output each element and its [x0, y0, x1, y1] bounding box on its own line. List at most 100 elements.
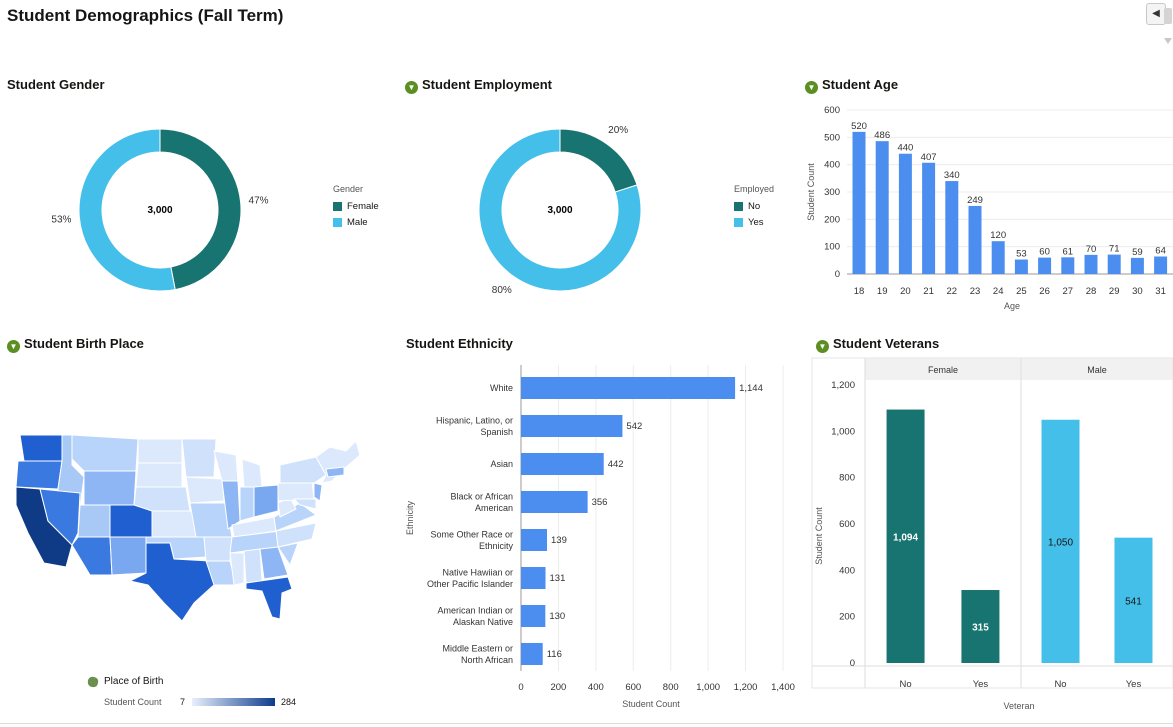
age-bar-28[interactable] — [1084, 254, 1098, 274]
ethnicity-bar-some-other-race-or-ethnicity[interactable] — [521, 529, 548, 551]
age-y-tick: 300 — [824, 187, 840, 198]
age-bar-18[interactable] — [852, 131, 866, 274]
map-region-montana[interactable] — [71, 434, 139, 472]
birthplace-map[interactable] — [10, 425, 370, 625]
ethnicity-bar-american-indian-or-alaskan-native[interactable] — [521, 605, 546, 627]
age-bar-21[interactable] — [922, 162, 936, 274]
map-region-new-jersey[interactable] — [313, 482, 323, 502]
employment-slice-yes[interactable] — [478, 128, 642, 292]
ethnicity-bar-chart[interactable]: 0 200 400 600 800 1,000 1,200 1,400 1,144 White 54… — [400, 365, 800, 710]
map-region-new-mexico[interactable] — [109, 536, 147, 576]
birthplace-color-scale — [192, 698, 275, 706]
ethnicity-category-label: Hispanic, Latino, or — [436, 415, 513, 425]
ethnicity-bar-native-hawiian-or-other-pacific-islander[interactable] — [521, 567, 546, 589]
age-bar-value-label: 249 — [967, 195, 983, 206]
age-bar-25[interactable] — [1014, 259, 1028, 274]
map-region-nebraska[interactable] — [133, 486, 191, 512]
age-bar-31[interactable] — [1154, 256, 1168, 274]
age-x-tick: 18 — [854, 286, 865, 297]
map-region-oregon[interactable] — [15, 460, 63, 490]
age-bar-27[interactable] — [1061, 257, 1075, 274]
employment-legend: Employed No Yes — [734, 184, 774, 230]
veterans-facet-header-bar — [865, 358, 1173, 380]
map-region-michigan[interactable] — [241, 458, 263, 488]
map-region-florida[interactable] — [245, 576, 293, 620]
ethnicity-category-label: Middle Eastern or — [442, 643, 513, 653]
gender-donut-chart[interactable]: 47% 53% 3,000 — [40, 110, 280, 310]
age-bar-19[interactable] — [875, 141, 889, 274]
age-bar-22[interactable] — [945, 181, 959, 274]
map-region-arizona[interactable] — [71, 536, 113, 576]
veterans-panel-title[interactable]: ▼ Student Veterans — [816, 336, 939, 353]
age-bar-30[interactable] — [1130, 257, 1144, 274]
map-region-minnesota[interactable] — [181, 438, 217, 478]
map-region-south-dakota[interactable] — [135, 462, 183, 488]
map-region-washington[interactable] — [19, 434, 63, 462]
gender-legend-item-male[interactable]: Male — [333, 214, 379, 230]
map-region-massachusetts[interactable] — [325, 466, 345, 478]
employment-donut-chart[interactable]: 20% 80% 3,000 — [440, 110, 680, 310]
map-region-wyoming[interactable] — [83, 470, 137, 506]
map-region-georgia[interactable] — [259, 546, 289, 580]
age-bar-24[interactable] — [991, 241, 1005, 274]
map-region-indiana[interactable] — [239, 486, 255, 522]
employment-legend-item-no[interactable]: No — [734, 198, 774, 214]
scroll-indicator[interactable] — [1163, 8, 1173, 48]
employment-legend-swatch — [734, 217, 743, 227]
age-x-tick: 27 — [1063, 286, 1074, 297]
scroll-down-arrow-icon[interactable] — [1164, 38, 1172, 44]
ethnicity-bar-asian[interactable] — [521, 453, 604, 475]
map-region-colorado[interactable] — [109, 504, 153, 538]
ethnicity-bar-middle-eastern-or-north-african[interactable] — [521, 643, 543, 665]
veterans-y-tick: 600 — [839, 519, 855, 530]
employment-panel-title[interactable]: ▼ Student Employment — [405, 77, 552, 94]
ethnicity-y-axis-title: Ethnicity — [405, 500, 415, 535]
map-region-north-dakota[interactable] — [137, 438, 183, 464]
veterans-bar-male-no[interactable] — [1041, 419, 1080, 663]
page-bottom-divider — [0, 723, 1173, 724]
scroll-thumb[interactable] — [1164, 8, 1172, 24]
employment-legend-item-yes[interactable]: Yes — [734, 214, 774, 230]
employment-slice-no[interactable] — [559, 128, 638, 193]
age-x-tick: 31 — [1155, 286, 1166, 297]
map-region-iowa[interactable] — [185, 476, 225, 504]
map-region-nevada[interactable] — [39, 488, 81, 546]
map-region-new-york[interactable] — [279, 456, 327, 484]
map-region-kansas[interactable] — [151, 510, 197, 538]
ethnicity-bar-hispanic-latino-or-spanish[interactable] — [521, 415, 623, 437]
map-region-wisconsin[interactable] — [213, 450, 239, 482]
gender-legend-item-female[interactable]: Female — [333, 198, 379, 214]
age-bar-29[interactable] — [1107, 254, 1121, 274]
map-region-arkansas[interactable] — [203, 536, 233, 562]
gender-slice-male[interactable] — [78, 128, 176, 292]
gender-slice-female[interactable] — [159, 128, 242, 291]
veterans-facet-header-female: Female — [928, 365, 958, 375]
ethnicity-bar-black-or-african-american[interactable] — [521, 491, 588, 513]
ethnicity-bar-white[interactable] — [521, 377, 736, 399]
age-bar-23[interactable] — [968, 205, 982, 274]
map-region-utah[interactable] — [77, 504, 111, 538]
age-x-tick: 23 — [970, 286, 981, 297]
veterans-bar-male-yes[interactable] — [1114, 537, 1153, 663]
map-region-pennsylvania[interactable] — [277, 480, 315, 502]
map-region-alabama[interactable] — [243, 548, 263, 584]
birthplace-panel-title[interactable]: ▼ Student Birth Place — [7, 336, 144, 353]
age-bar-20[interactable] — [898, 153, 912, 274]
veterans-bar-female-yes[interactable] — [961, 590, 1000, 663]
map-region-north-carolina[interactable] — [275, 522, 317, 548]
age-bar-value-label: 340 — [944, 170, 960, 181]
age-panel-title[interactable]: ▼ Student Age — [805, 77, 898, 94]
ethnicity-x-axis-title: Student Count — [622, 699, 680, 709]
age-bar-value-label: 70 — [1086, 244, 1097, 255]
employment-slice-label-yes: 80% — [492, 285, 512, 296]
map-region-ohio[interactable] — [253, 484, 279, 518]
veterans-bar-chart[interactable]: 0 200 400 600 800 1,000 1,200 Female 1,094 No 315 Y… — [806, 356, 1173, 716]
veterans-bar-female-no[interactable] — [886, 409, 925, 663]
veterans-y-tick: 1,200 — [831, 380, 855, 391]
age-bar-26[interactable] — [1038, 257, 1052, 274]
map-region-maryland[interactable] — [293, 498, 317, 510]
gender-slice-label-male: 53% — [51, 214, 71, 225]
map-region-texas[interactable] — [129, 542, 217, 622]
map-region-mississippi[interactable] — [229, 552, 245, 586]
age-bar-chart[interactable]: 0 100 200 300 400 500 600 520 18 486 19 440 20 407 21 3… — [800, 100, 1173, 315]
